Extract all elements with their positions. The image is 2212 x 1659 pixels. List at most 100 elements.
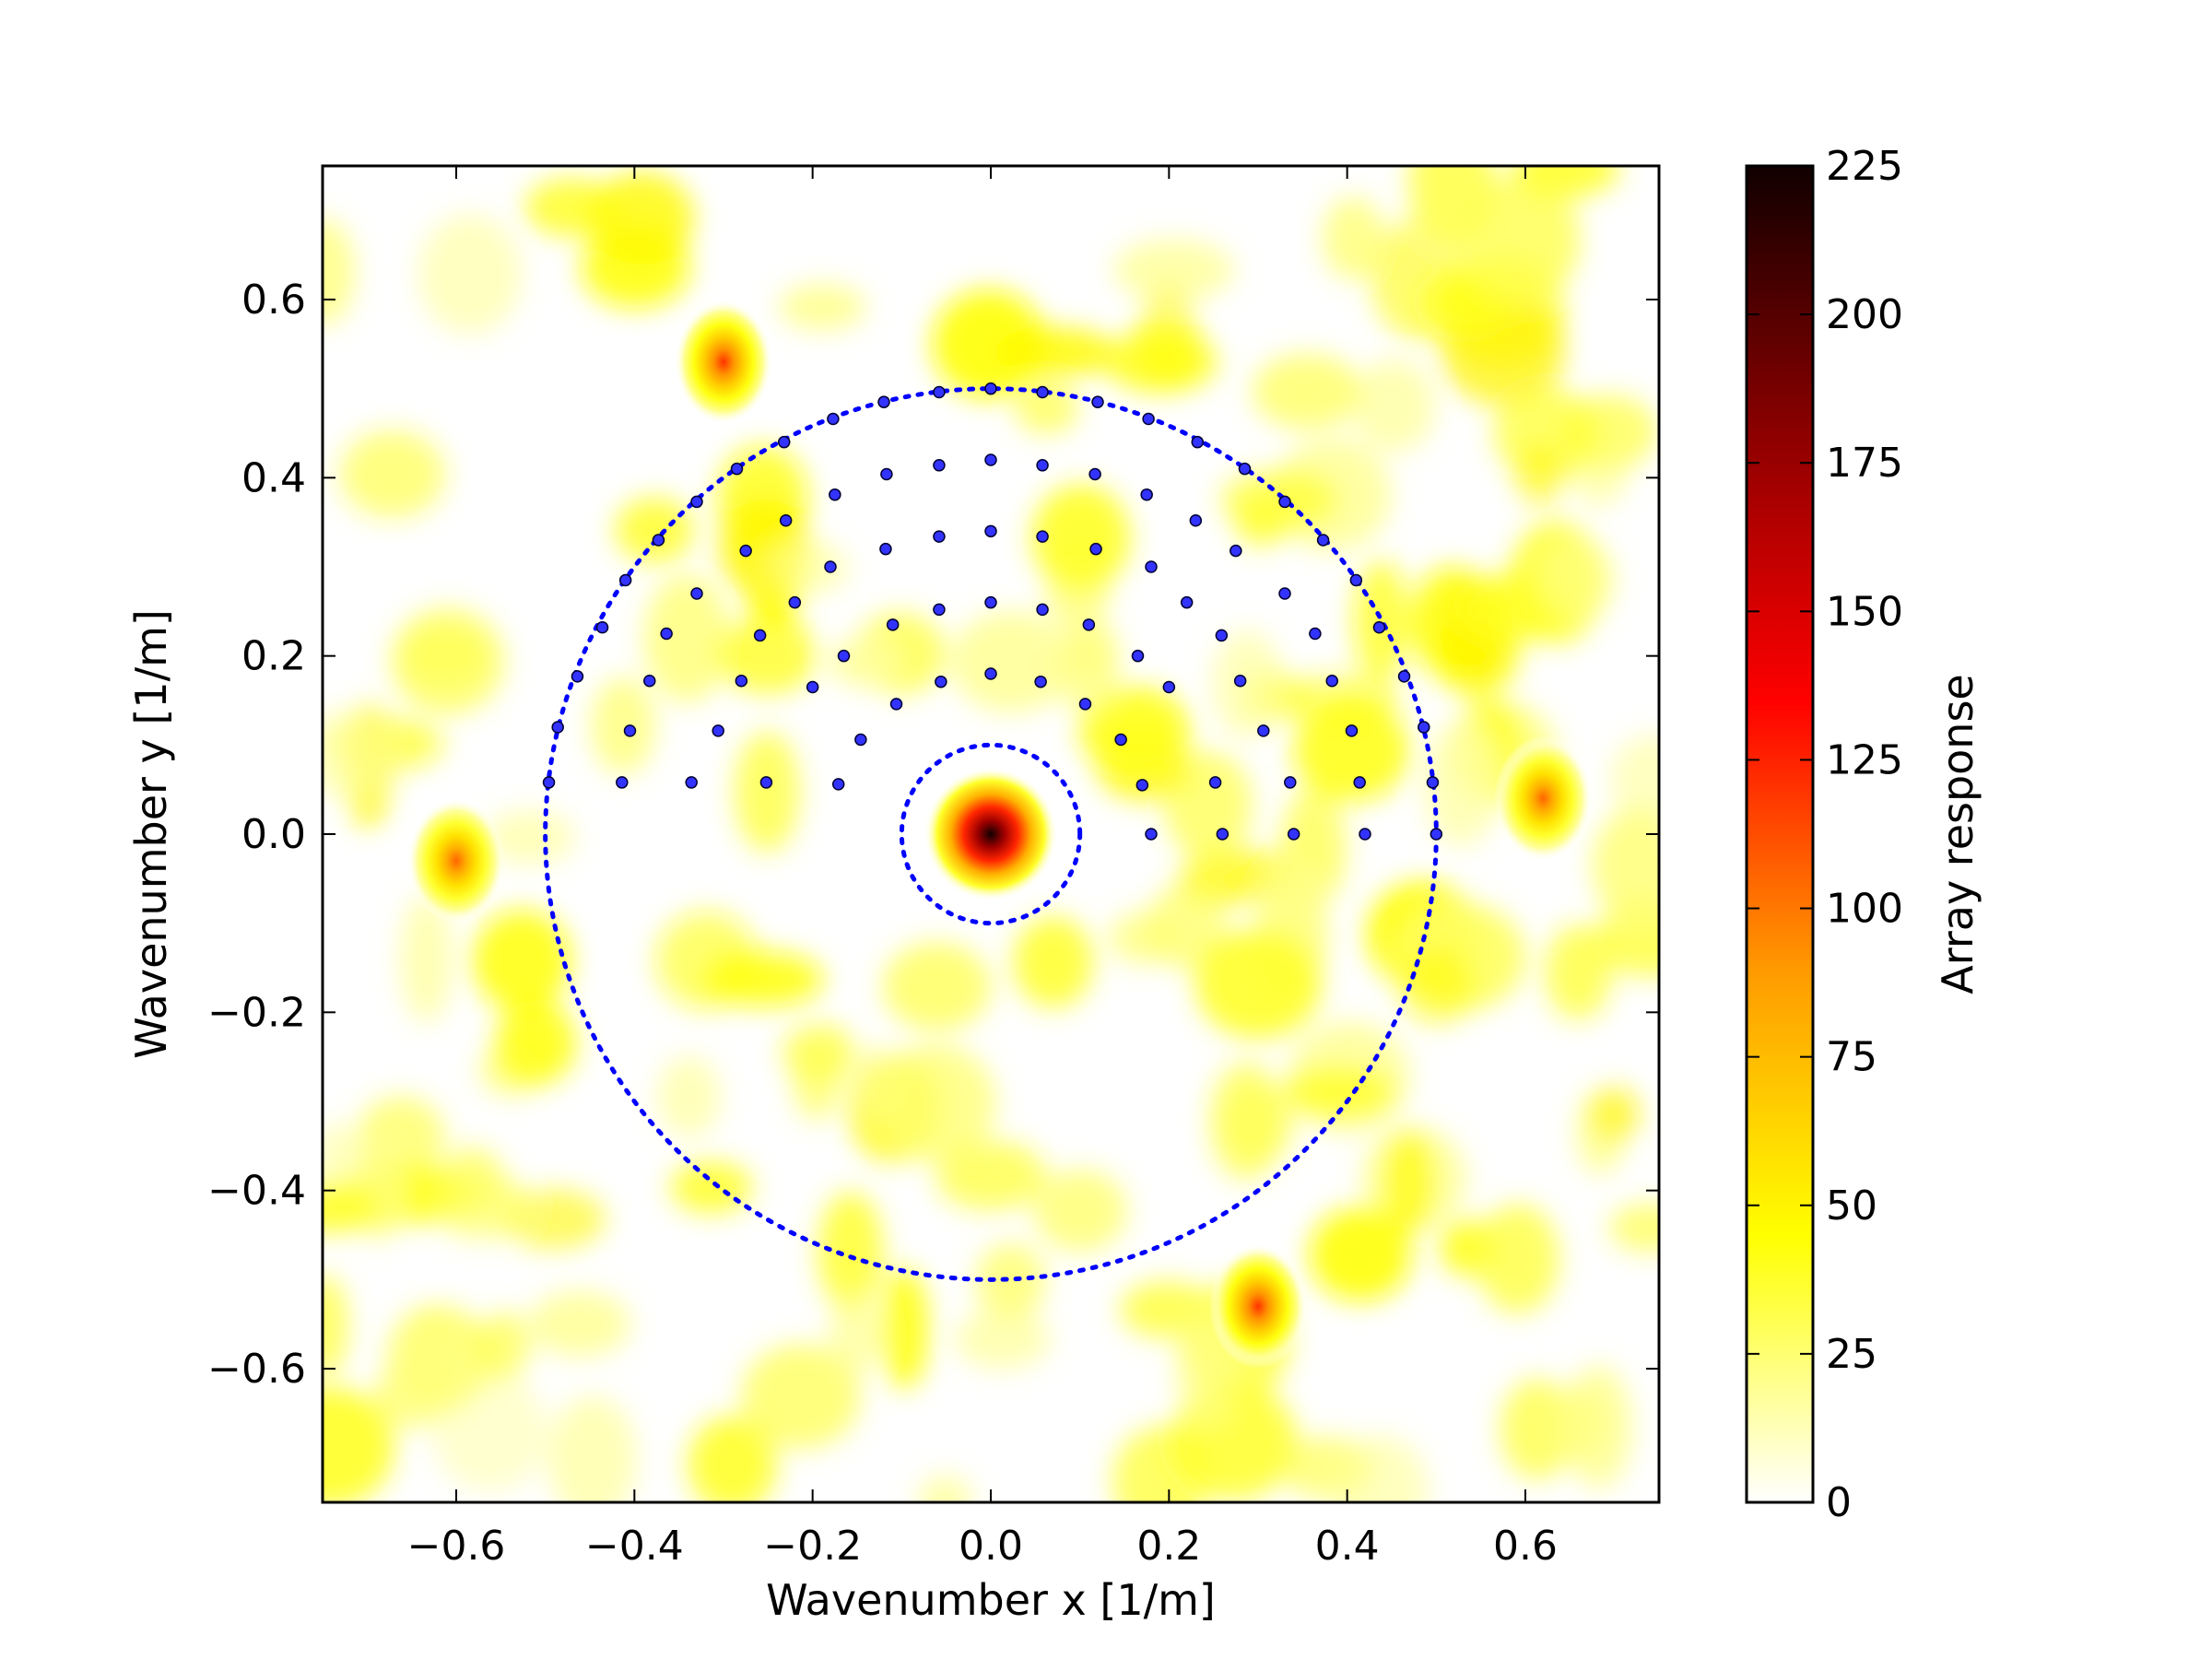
speckle	[1351, 359, 1435, 453]
station-point	[1278, 495, 1291, 509]
speckle	[1211, 629, 1283, 739]
station-point	[935, 675, 947, 688]
colorbar-tick-label: 150	[1826, 588, 1903, 635]
speckle	[591, 677, 656, 775]
speckle	[1610, 735, 1659, 823]
speckle	[1223, 1084, 1296, 1163]
station-point	[712, 724, 724, 737]
station-point	[984, 595, 997, 609]
colorbar-tick-label: 25	[1826, 1331, 1877, 1378]
speckle	[1424, 721, 1500, 847]
station-point	[806, 680, 819, 694]
speckle	[524, 177, 618, 238]
station-point	[779, 513, 793, 527]
speckle	[779, 284, 866, 331]
x-tick-label: 0.6	[1493, 1523, 1558, 1570]
station-point	[984, 382, 997, 395]
y-tick-label: 0.4	[241, 454, 306, 501]
station-point	[1131, 649, 1145, 663]
speckle	[614, 497, 694, 563]
colorbar-tick-label: 175	[1826, 440, 1903, 487]
station-point	[1372, 620, 1386, 634]
speckle	[471, 909, 571, 1012]
station-point	[616, 776, 629, 789]
speckle	[1383, 1130, 1434, 1234]
station-point	[753, 629, 767, 642]
speckle	[1514, 444, 1567, 507]
station-point	[1284, 776, 1297, 789]
colorbar-tick-label: 75	[1826, 1034, 1877, 1081]
speckle	[1512, 166, 1619, 198]
speckle	[1309, 1206, 1412, 1302]
station-point	[1233, 674, 1247, 688]
station-point	[618, 573, 632, 587]
speckle	[877, 1043, 996, 1162]
station-point	[1088, 467, 1101, 481]
speckle	[495, 1000, 577, 1086]
speckle	[323, 1183, 382, 1233]
speckle	[1590, 1086, 1641, 1142]
station-point	[1418, 721, 1430, 734]
peak	[1494, 735, 1593, 861]
speckle	[935, 1139, 1046, 1211]
speckle	[655, 911, 759, 1010]
x-tick-label: −0.4	[585, 1523, 684, 1570]
station-point	[1430, 828, 1443, 841]
speckle	[547, 1395, 637, 1502]
peak	[674, 300, 773, 425]
station-point	[690, 495, 703, 509]
speckle	[741, 1344, 861, 1450]
speckle	[1493, 387, 1599, 478]
speckle	[485, 809, 575, 865]
x-tick-label: −0.2	[763, 1523, 862, 1570]
speckle	[1330, 1435, 1429, 1502]
speckle	[793, 1041, 841, 1121]
speckle	[1293, 700, 1411, 802]
speckle	[1323, 196, 1384, 280]
colorbar-tick-label: 0	[1826, 1479, 1852, 1526]
speckle	[1609, 1203, 1659, 1253]
heatmap-image	[323, 166, 1659, 1502]
speckle	[1103, 330, 1218, 394]
station-point	[933, 603, 946, 617]
speckle	[718, 616, 818, 695]
station-point	[1114, 733, 1127, 747]
colorbar-label: Array response	[1933, 674, 1983, 994]
speckle	[1465, 175, 1581, 303]
station-point	[1325, 674, 1338, 688]
station-point	[1257, 724, 1270, 737]
speckle	[734, 731, 800, 853]
speckle	[768, 541, 849, 594]
y-axis-ticks: −0.6 −0.4 −0.2 0.0 0.2 0.4 0.6	[207, 276, 1659, 1393]
plot-area	[321, 164, 1661, 1504]
station-point	[880, 467, 893, 481]
y-tick-label: 0.6	[241, 276, 306, 324]
station-point	[854, 733, 867, 747]
station-point	[685, 776, 698, 789]
station-point	[1238, 462, 1252, 476]
speckle	[1195, 928, 1322, 1040]
colorbar-tick-label: 50	[1826, 1182, 1877, 1230]
station-point	[1189, 513, 1203, 527]
y-tick-label: −0.4	[207, 1168, 306, 1215]
station-point	[551, 721, 564, 734]
station-point	[1145, 828, 1158, 841]
speckle	[880, 1267, 929, 1390]
speckle	[829, 1291, 880, 1378]
station-point	[1191, 435, 1205, 449]
station-point	[1142, 412, 1155, 426]
peak	[406, 798, 506, 924]
x-tick-label: 0.4	[1315, 1523, 1380, 1570]
speckle	[1545, 924, 1612, 1020]
station-point	[690, 587, 703, 600]
colorbar-tick-label: 125	[1826, 736, 1903, 783]
station-point	[1278, 587, 1291, 600]
station-point	[984, 453, 997, 466]
station-point	[984, 667, 997, 680]
speckle	[478, 1311, 529, 1381]
speckle	[950, 610, 1073, 713]
speckle	[1548, 1384, 1609, 1462]
speckle	[954, 1309, 1051, 1370]
speckle	[384, 1317, 479, 1420]
speckle	[1031, 484, 1131, 592]
